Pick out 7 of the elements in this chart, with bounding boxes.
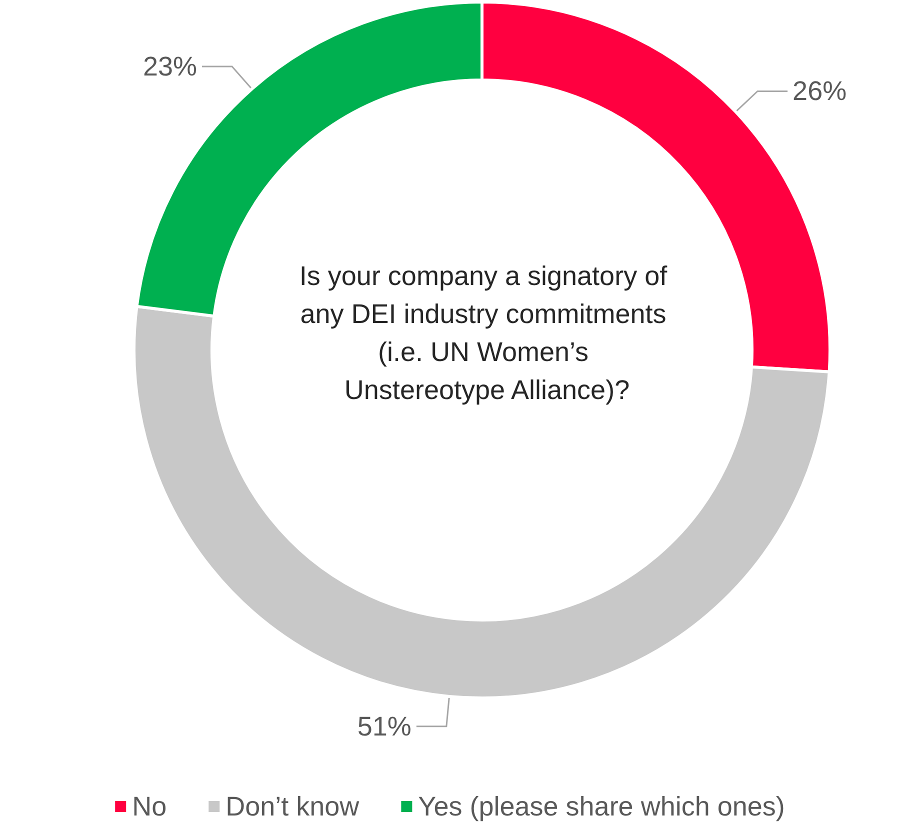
legend-label: Yes (please share which ones) <box>418 792 785 822</box>
data-label: 51% <box>357 711 412 742</box>
data-label: 23% <box>142 51 198 82</box>
legend-label: Don’t know <box>226 792 360 822</box>
text: Is your company a signatory of any DEI industry commitments (i.e. UN Women’s Unstereotype Alliance)? <box>299 261 675 405</box>
data-label: 26% <box>792 76 847 106</box>
legend-label: No <box>132 792 167 822</box>
